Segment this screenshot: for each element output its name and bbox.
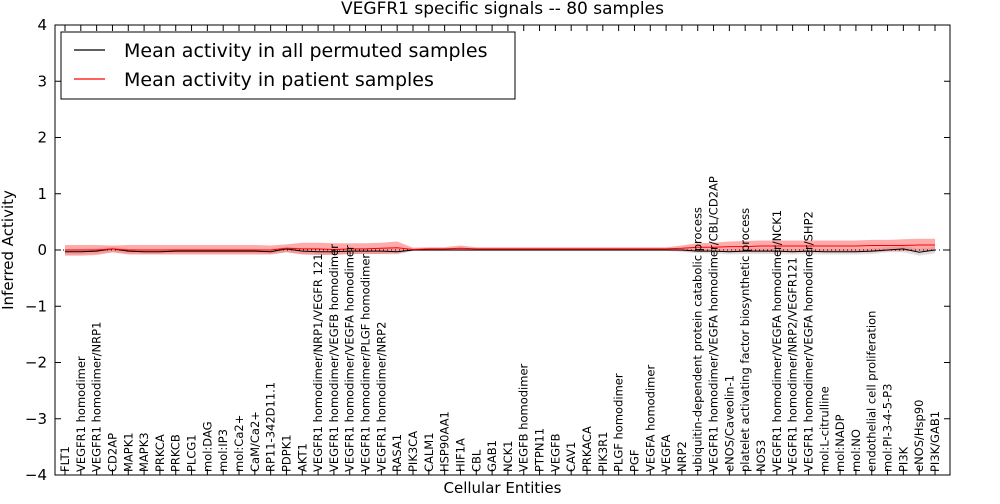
x-tick-label: CAV1 [564, 442, 578, 472]
x-tick-label: CBL [469, 449, 483, 472]
x-tick-label: NRP2 [675, 441, 689, 472]
chart-title: VEGFR1 specific signals -- 80 samples [341, 0, 664, 19]
legend-label-0: Mean activity in all permuted samples [124, 40, 487, 62]
x-tick-label: PDPK1 [279, 434, 293, 472]
x-tick-label: mol:L-citrulline [817, 386, 831, 472]
series-line-0 [65, 248, 936, 253]
x-tick-label: VEGFR1 homodimer [74, 356, 88, 472]
x-tick-label: VEGFA homodimer [643, 365, 657, 472]
x-tick-label: VEGFR1 homodimer/NRP2 [374, 322, 388, 472]
y-tick-label: 0 [37, 241, 47, 259]
x-tick-label: PI3K/GAB1 [928, 411, 942, 472]
legend-box [60, 31, 516, 100]
y-axis-label: Inferred Activity [0, 190, 17, 310]
legend-label-1: Mean activity in patient samples [124, 69, 434, 91]
x-tick-label: VEGFR1 homodimer/NRP1/VEGFR 121 [311, 253, 325, 472]
x-tick-label: GAB1 [485, 440, 499, 472]
y-tick-label: −1 [25, 297, 47, 315]
y-tick-label: 4 [37, 16, 47, 34]
x-tick-label: PGF [627, 450, 641, 472]
x-tick-label: PIK3CA [406, 431, 420, 472]
y-tick-label: 3 [37, 72, 47, 90]
x-tick-label: PRKCB [169, 434, 183, 472]
x-tick-label: mol:NADP [833, 414, 847, 472]
x-tick-label: VEGFA [659, 434, 673, 472]
chart-labels: VEGFR1 specific signals -- 80 samples Cel… [0, 0, 664, 497]
x-tick-label: PRKCA [153, 434, 167, 472]
x-tick-label: mol:DAG [200, 421, 214, 472]
x-tick-label: VEGFB [548, 433, 562, 472]
y-tick-label: −4 [25, 466, 47, 484]
x-tick-label: PLCG1 [185, 434, 199, 472]
x-tick-label: HSP90AA1 [438, 411, 452, 472]
x-tick-label: mol:NO [849, 429, 863, 472]
x-tick-label: PIK3R1 [596, 432, 610, 473]
x-tick-label: PRKACA [580, 426, 594, 472]
x-tick-label: CaM/Ca2+ [248, 411, 262, 472]
x-tick-label: platelet activating factor biosynthetic … [738, 208, 752, 472]
x-tick-label: RP11-342D11.1 [264, 382, 278, 472]
x-tick-label: PLGF homodimer [612, 373, 626, 472]
x-tick-label: VEGFR1 homodimer/NRP1 [90, 322, 104, 472]
x-tick-label: CALM1 [422, 432, 436, 472]
x-tick-label: PI3K [896, 446, 910, 472]
x-tick-label: MAPK1 [121, 432, 135, 472]
x-tick-label: VEGFR1 homodimer/VEGFA homodimer/SHP2 [801, 211, 815, 472]
legend: Mean activity in all permuted samples Mea… [60, 31, 516, 100]
x-tick-label: VEGFR1 homodimer/VEGFA homodimer/NCK1 [770, 210, 784, 472]
x-tick-label: mol:PI-3-4-5-P3 [881, 384, 895, 472]
x-axis-label: Cellular Entities [444, 479, 562, 497]
x-tick-label: eNOS/Caveolin-1 [722, 375, 736, 472]
y-tick-label: 2 [37, 129, 47, 147]
x-tick-label: MAPK3 [137, 432, 151, 472]
series-lines [55, 244, 950, 253]
x-tick-label: PTPN11 [533, 428, 547, 472]
x-tick-label: HIF1A [453, 438, 467, 472]
x-tick-label: endothelial cell proliferation [865, 311, 879, 472]
x-tick-label: VEGFR1 homodimer/VEGFA homodimer/CBL/CD2… [707, 176, 721, 472]
x-tick-label: eNOS/Hsp90 [912, 400, 926, 472]
x-tick-label: VEGFR1 homodimer/PLGF homodimer [359, 254, 373, 472]
series-line-1 [65, 244, 935, 251]
x-tick-label: FLT1 [58, 446, 72, 472]
x-tick-label: NCK1 [501, 441, 515, 472]
x-tick-label: VEGFR1 homodimer/NRP2/VEGFR121 [786, 257, 800, 472]
x-tick-label: ubiquitin-dependent protein catabolic pr… [691, 207, 705, 472]
x-tick-label: mol:IP3 [216, 429, 230, 472]
x-tick-label: RASA1 [390, 434, 404, 472]
x-tick-label: AKT1 [295, 443, 309, 472]
x-tick-label: VEGFB homodimer [517, 363, 531, 472]
x-tick-label: VEGFR1 homodimer/VEGFB homodimer [327, 244, 341, 472]
y-tick-label: −3 [25, 410, 47, 428]
y-tick-label: −2 [25, 354, 47, 372]
x-tick-label: CD2AP [105, 433, 119, 472]
x-tick-label: mol:Ca2+ [232, 415, 246, 472]
x-tick-label: NOS3 [754, 440, 768, 472]
y-tick-label: 1 [37, 185, 47, 203]
x-tick-label: VEGFR1 homodimer/VEGFA homodimer [343, 245, 357, 472]
